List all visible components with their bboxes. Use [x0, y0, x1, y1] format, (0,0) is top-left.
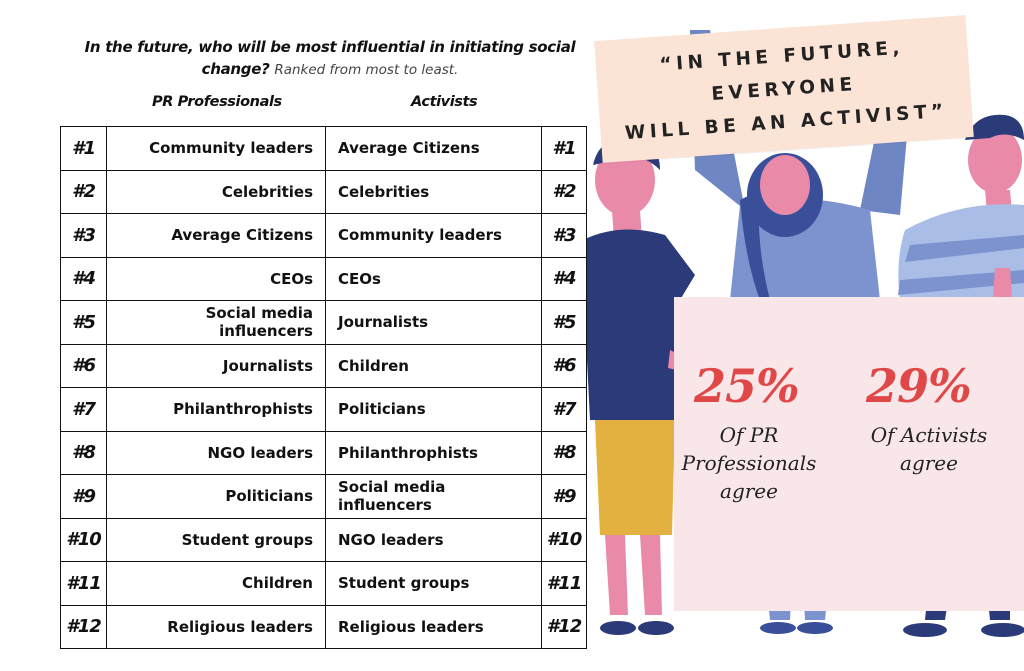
- table-row: #4: [541, 256, 587, 301]
- activists-rank-number: #12: [541, 604, 587, 649]
- column-header-pr: PR Professionals: [152, 94, 282, 110]
- activists-rank-number: #9: [541, 474, 587, 519]
- pr-ranked-item: Community leaders: [106, 126, 326, 171]
- table-row: #2: [541, 169, 587, 214]
- chart-title: In the future, who will be most influent…: [60, 36, 600, 81]
- pr-rank-number: #4: [60, 256, 107, 301]
- pr-agree-label-line-1: Of PR: [719, 423, 779, 447]
- pr-rank-number: #3: [60, 213, 107, 258]
- table-row: #6: [541, 343, 587, 388]
- activists-ranked-item: Social media influencers: [325, 474, 542, 519]
- pr-ranked-item: Student groups: [106, 517, 326, 562]
- activists-rank-number: #7: [541, 387, 587, 432]
- activists-rank-number: #4: [541, 256, 587, 301]
- pr-ranked-item: Children: [106, 561, 326, 606]
- title-question: In the future, who will be most influent…: [84, 38, 576, 78]
- pr-ranked-item: Politicians: [106, 474, 326, 519]
- pr-rank-number: #7: [60, 387, 107, 432]
- activists-agree-label: Of Activists agree: [854, 421, 1004, 477]
- activists-ranked-item: Student groups: [325, 561, 542, 606]
- activists-ranked-item: CEOs: [325, 256, 542, 301]
- table-row: #2 Celebrities Celebrities: [60, 169, 542, 214]
- pr-ranked-item: Celebrities: [106, 169, 326, 214]
- activists-rank-number: #1: [541, 126, 587, 171]
- pr-agree-label: Of PR Professionals agree: [674, 421, 824, 505]
- table-row: #7 Philanthrophists Politicians: [60, 387, 542, 432]
- stats-sign: 25% Of PR Professionals agree 29% Of Act…: [674, 297, 1024, 611]
- table-row: #5: [541, 300, 587, 345]
- table-row: #5 Social media influencers Journalists: [60, 300, 542, 345]
- activists-ranked-item: Average Citizens: [325, 126, 542, 171]
- pr-agree-label-line-3: agree: [720, 479, 778, 503]
- title-note: Ranked from most to least.: [274, 62, 459, 78]
- pr-agree-label-line-2: Professionals: [681, 451, 817, 475]
- pr-ranked-item: Average Citizens: [106, 213, 326, 258]
- table-row: #12: [541, 604, 587, 649]
- pr-rank-number: #8: [60, 430, 107, 475]
- pr-agree-percent: 25%: [694, 359, 800, 413]
- activists-rank-number: #2: [541, 169, 587, 214]
- activists-ranked-item: Community leaders: [325, 213, 542, 258]
- activists-rank-number: #8: [541, 430, 587, 475]
- quote-banner: “IN THE FUTURE, EVERYONE WILL BE AN ACTI…: [594, 15, 974, 163]
- activists-ranked-item: Religious leaders: [325, 604, 542, 649]
- activists-ranked-item: Politicians: [325, 387, 542, 432]
- activists-ranked-item: Celebrities: [325, 169, 542, 214]
- pr-ranked-item: Religious leaders: [106, 604, 326, 649]
- pr-rank-number: #6: [60, 343, 107, 388]
- table-row: #11: [541, 561, 587, 606]
- table-row: #1 Community leaders Average Citizens: [60, 126, 542, 171]
- pr-rank-number: #2: [60, 169, 107, 214]
- activists-rank-number: #6: [541, 343, 587, 388]
- pr-ranked-item: CEOs: [106, 256, 326, 301]
- pr-rank-number: #1: [60, 126, 107, 171]
- table-row: #8: [541, 430, 587, 475]
- pr-ranked-item: Social media influencers: [106, 300, 326, 345]
- ranking-table: #1 Community leaders Average Citizens #2 Cel…: [60, 126, 542, 649]
- activists-rank-number: #3: [541, 213, 587, 258]
- table-row: #9 Politicians Social media influencers: [60, 474, 542, 519]
- pr-ranked-item: Journalists: [106, 343, 326, 388]
- table-row: #12 Religious leaders Religious leaders: [60, 604, 542, 649]
- activists-agree-percent: 29%: [866, 359, 972, 413]
- table-row: #3 Average Citizens Community leaders: [60, 213, 542, 258]
- pr-rank-number: #9: [60, 474, 107, 519]
- activists-ranked-item: Children: [325, 343, 542, 388]
- pr-rank-number: #5: [60, 300, 107, 345]
- column-header-activists: Activists: [411, 94, 478, 110]
- activists-agree-label-line-1: Of Activists: [870, 423, 988, 447]
- table-row: #3: [541, 213, 587, 258]
- activists-rank-column: #1 #2 #3 #4 #5 #6 #7 #8 #9 #10 #11 #12: [541, 126, 587, 649]
- activists-ranked-item: NGO leaders: [325, 517, 542, 562]
- pr-rank-number: #10: [60, 517, 107, 562]
- man-left-figure: [583, 139, 700, 635]
- pr-ranked-item: Philanthrophists: [106, 387, 326, 432]
- activists-agree-label-line-2: agree: [900, 451, 958, 475]
- table-row: #10 Student groups NGO leaders: [60, 517, 542, 562]
- pr-rank-number: #12: [60, 604, 107, 649]
- table-row: #8 NGO leaders Philanthrophists: [60, 430, 542, 475]
- table-row: #11 Children Student groups: [60, 561, 542, 606]
- pr-ranked-item: NGO leaders: [106, 430, 326, 475]
- activists-rank-number: #5: [541, 300, 587, 345]
- table-row: #1: [541, 126, 587, 171]
- activists-ranked-item: Journalists: [325, 300, 542, 345]
- activists-ranked-item: Philanthrophists: [325, 430, 542, 475]
- pr-rank-number: #11: [60, 561, 107, 606]
- table-row: #10: [541, 517, 587, 562]
- table-row: #9: [541, 474, 587, 519]
- activists-rank-number: #11: [541, 561, 587, 606]
- table-row: #7: [541, 387, 587, 432]
- table-row: #6 Journalists Children: [60, 343, 542, 388]
- table-row: #4 CEOs CEOs: [60, 256, 542, 301]
- activists-rank-number: #10: [541, 517, 587, 562]
